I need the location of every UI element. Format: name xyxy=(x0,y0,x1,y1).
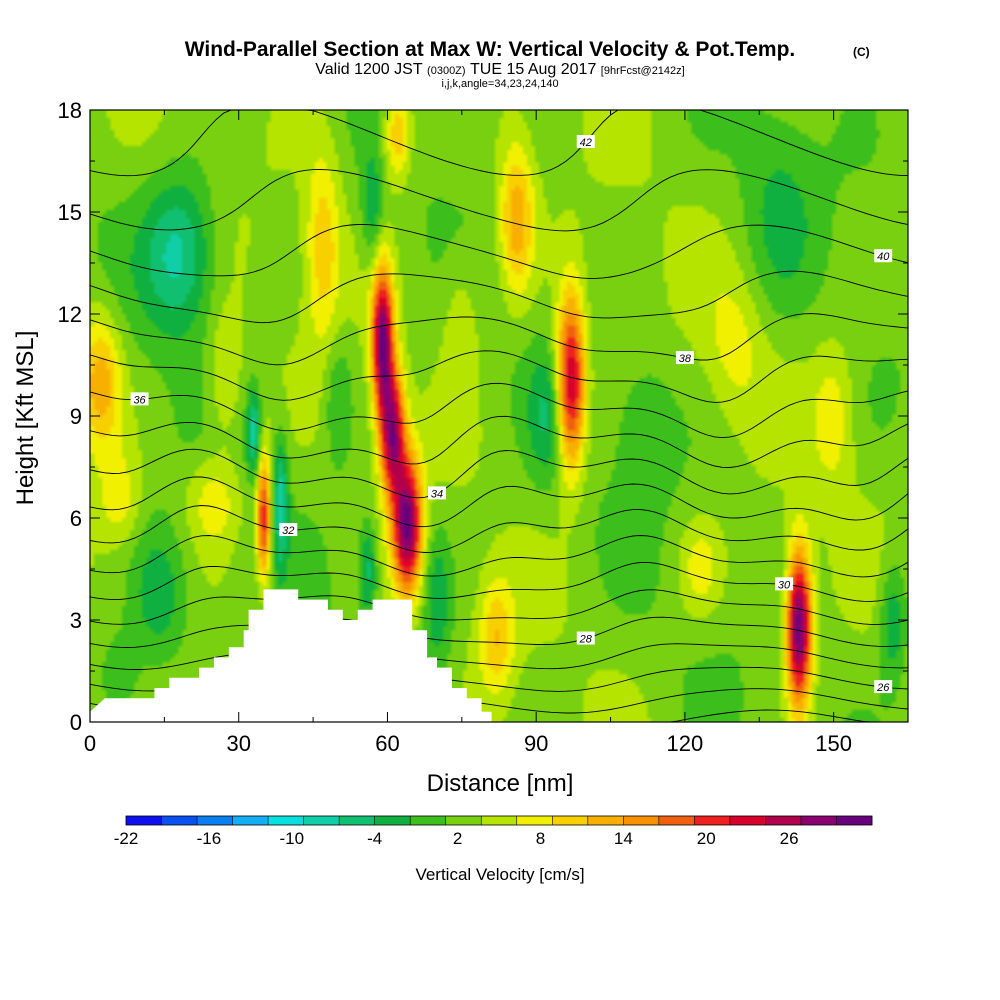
colorbar-tick--4: -4 xyxy=(367,829,382,848)
terrain xyxy=(90,589,492,723)
colorbar-tick-20: 20 xyxy=(697,829,716,848)
contour-label-32: 32 xyxy=(279,523,298,537)
isentrope-29 xyxy=(89,589,909,625)
colorbar-swatch xyxy=(303,816,340,825)
isentrope-35 xyxy=(89,415,909,468)
svg-text:32: 32 xyxy=(282,525,294,537)
x-tick-label-90: 90 xyxy=(524,731,548,756)
colorbar-tick-26: 26 xyxy=(780,829,799,848)
colorbar-swatch xyxy=(161,816,198,825)
subtitle-forecast: [9hrFcst@2142z] xyxy=(601,65,685,77)
y-tick-label-6: 6 xyxy=(70,506,82,531)
svg-text:26: 26 xyxy=(876,682,890,694)
contour-label-38: 38 xyxy=(675,351,694,365)
chart-subtitle-indices: i,j,k,angle=34,23,24,140 xyxy=(441,78,558,90)
chart-subtitle: Valid 1200 JST (0300Z) TUE 15 Aug 2017 [… xyxy=(315,61,684,78)
colorbar-swatch xyxy=(658,816,695,825)
isentrope-38 xyxy=(89,313,909,366)
colorbar-swatch xyxy=(339,816,376,825)
colorbar-swatch xyxy=(729,816,766,825)
isentrope-39 xyxy=(89,270,909,324)
x-tick-label-0: 0 xyxy=(84,731,96,756)
contour-label-28: 28 xyxy=(576,631,595,646)
isentrope-27 xyxy=(89,641,909,670)
svg-text:34: 34 xyxy=(431,488,443,500)
colorbar-swatch xyxy=(481,816,518,825)
x-tick-label-120: 120 xyxy=(667,731,704,756)
isentrope-28 xyxy=(89,616,909,648)
colorbar-tick-2: 2 xyxy=(453,829,462,848)
colorbar-swatch xyxy=(126,816,162,825)
colorbar-swatch xyxy=(836,816,873,825)
colorbar-swatch xyxy=(516,816,553,825)
subtitle-valid: Valid 1200 JST xyxy=(315,61,423,78)
plot-area: 26 28 30 32 34 36 38 40 42 xyxy=(89,109,909,723)
y-tick-label-3: 3 xyxy=(70,608,82,633)
svg-text:30: 30 xyxy=(778,579,791,591)
colorbar-swatch xyxy=(623,816,660,825)
svg-text:28: 28 xyxy=(579,634,593,646)
isentrope-34 xyxy=(89,448,909,499)
x-tick-label-60: 60 xyxy=(375,731,399,756)
isentrope-31 xyxy=(89,535,909,578)
x-axis-label: Distance [nm] xyxy=(427,770,574,797)
contour-label-26: 26 xyxy=(874,680,893,694)
isentrope-40 xyxy=(89,224,909,279)
x-tick-label-30: 30 xyxy=(226,731,250,756)
svg-text:40: 40 xyxy=(877,251,890,263)
chart-title-mark: (C) xyxy=(853,45,870,59)
y-tick-label-15: 15 xyxy=(58,200,82,225)
chart-title: Wind-Parallel Section at Max W: Vertical… xyxy=(185,38,796,61)
contour-label-36: 36 xyxy=(130,392,149,406)
colorbar-tick--16: -16 xyxy=(197,829,222,848)
contour-label-40: 40 xyxy=(874,249,893,263)
isentrope-37 xyxy=(89,350,909,403)
colorbar-swatch xyxy=(445,816,482,825)
colorbar-swatch xyxy=(552,816,589,825)
colorbar: -22 -16 -10 -4 2 8 14 20 26 xyxy=(114,815,873,848)
y-tick-label-12: 12 xyxy=(58,302,82,327)
colorbar-swatch xyxy=(374,816,411,825)
colorbar-tick--22: -22 xyxy=(114,829,139,848)
x-tick-label-150: 150 xyxy=(815,731,852,756)
colorbar-tick-14: 14 xyxy=(614,829,633,848)
isentrope-33 xyxy=(89,476,909,528)
isentrope-41 xyxy=(89,169,909,232)
colorbar-swatch xyxy=(765,816,802,825)
colorbar-tick-8: 8 xyxy=(536,829,545,848)
svg-text:42: 42 xyxy=(580,137,592,149)
colorbar-tick--10: -10 xyxy=(279,829,304,848)
contour-label-42: 42 xyxy=(576,135,595,149)
colorbar-swatch xyxy=(268,816,305,825)
x-axis: 0 30 60 90 120 150 xyxy=(84,110,852,756)
colorbar-swatch xyxy=(694,816,731,825)
y-tick-label-0: 0 xyxy=(70,710,82,735)
contour-label-30: 30 xyxy=(775,577,794,591)
isentrope-42 xyxy=(89,109,909,177)
isentrope-32 xyxy=(89,505,909,553)
y-axis-label: Height [Kft MSL] xyxy=(12,331,39,506)
colorbar-swatch xyxy=(232,816,269,825)
colorbar-swatch xyxy=(800,816,837,825)
subtitle-date: TUE 15 Aug 2017 xyxy=(470,61,596,78)
contour-label-34: 34 xyxy=(428,486,447,500)
y-tick-label-9: 9 xyxy=(70,404,82,429)
svg-text:36: 36 xyxy=(133,394,146,406)
colorbar-swatch xyxy=(197,816,233,825)
isentrope-30 xyxy=(89,561,909,602)
subtitle-zulu: (0300Z) xyxy=(427,65,466,77)
colorbar-swatch xyxy=(410,816,447,825)
isentrope-36 xyxy=(89,382,909,439)
y-tick-label-18: 18 xyxy=(58,98,82,123)
svg-text:38: 38 xyxy=(679,353,692,365)
colorbar-label: Vertical Velocity [cm/s] xyxy=(415,865,584,884)
colorbar-swatch xyxy=(587,816,624,825)
